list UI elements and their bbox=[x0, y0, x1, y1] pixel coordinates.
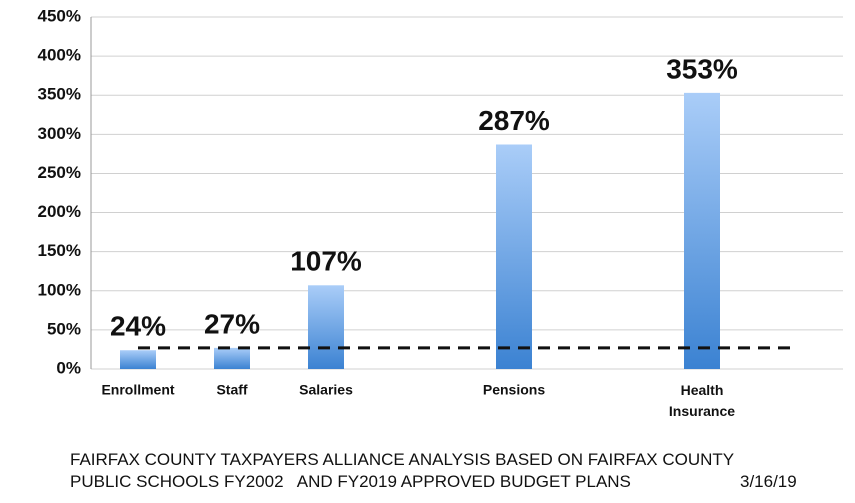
footer-date: 3/16/19 bbox=[740, 472, 797, 491]
y-tick-label: 100% bbox=[38, 280, 81, 299]
y-tick-label: 0% bbox=[56, 358, 81, 377]
bar bbox=[308, 285, 344, 369]
data-label: 107% bbox=[290, 246, 362, 277]
y-tick-label: 150% bbox=[38, 241, 81, 260]
x-tick-label: Health Insurance bbox=[669, 382, 735, 419]
x-tick-label: Pensions bbox=[483, 382, 545, 398]
y-tick-label: 400% bbox=[38, 46, 81, 65]
y-tick-label: 50% bbox=[47, 319, 81, 338]
y-tick-label: 200% bbox=[38, 202, 81, 221]
chart: 0% 50% 100% 150% 200% 250% 300% 350% 400% 450% Enr… bbox=[38, 6, 843, 419]
bar bbox=[684, 92, 720, 370]
y-tick-label: 250% bbox=[38, 163, 81, 182]
footer-line: PUBLIC SCHOOLS FY2002 AND FY2019 APPROVE… bbox=[70, 472, 631, 491]
y-tick-label: 350% bbox=[38, 85, 81, 104]
bar bbox=[120, 350, 156, 369]
y-tick-label: 300% bbox=[38, 124, 81, 143]
data-label: 287% bbox=[478, 105, 550, 136]
y-tick-label: 450% bbox=[38, 6, 81, 25]
x-tick-label: Staff bbox=[216, 382, 247, 398]
footer-line: FAIRFAX COUNTY TAXPAYERS ALLIANCE ANALYS… bbox=[70, 450, 735, 469]
data-label: 353% bbox=[666, 53, 738, 84]
data-label: 27% bbox=[204, 308, 260, 339]
bar bbox=[496, 144, 532, 369]
x-tick-label: Enrollment bbox=[101, 382, 174, 398]
x-tick-label: Salaries bbox=[299, 382, 353, 398]
data-label: 24% bbox=[110, 311, 166, 342]
bar bbox=[214, 347, 250, 369]
